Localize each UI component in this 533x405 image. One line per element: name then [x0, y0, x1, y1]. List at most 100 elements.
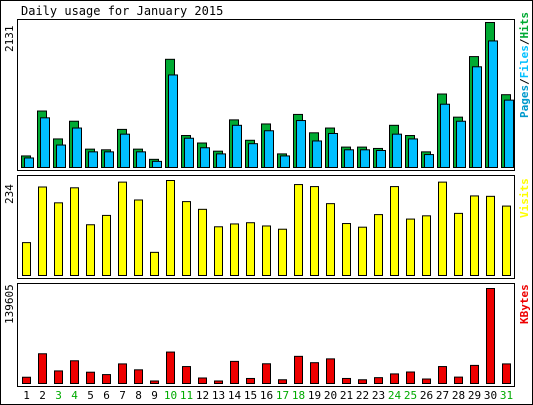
hits-files-pages-bars: [21, 22, 514, 169]
day-label: 2: [39, 389, 46, 402]
day-label: 13: [212, 389, 225, 402]
files-bar: [376, 149, 386, 169]
kbytes-bar: [470, 364, 479, 384]
kbytes-bar: [502, 363, 511, 385]
visits-bar: [182, 201, 191, 276]
visits-bars: [22, 180, 511, 277]
files-bar: [248, 143, 258, 168]
kbytes-bar: [406, 371, 415, 384]
visits-bar: [422, 215, 431, 276]
kbytes-bar: [486, 288, 495, 384]
kbytes-panel-frame: [17, 283, 515, 387]
files-bar: [280, 155, 290, 169]
day-labels: 1 2 3 4 5 6 7 8 9 10 11 12 13 14 15 16 17 18 19 20 21 22 23 24 2…: [23, 389, 513, 402]
day-label: 10: [164, 389, 177, 402]
kbytes-bar: [342, 377, 351, 384]
visits-bar: [358, 226, 367, 276]
visits-bar: [278, 228, 287, 276]
files-bar: [456, 120, 466, 168]
visits-bar: [294, 184, 303, 276]
kbytes-bar: [294, 355, 303, 384]
files-bar: [40, 117, 50, 168]
day-label: 7: [119, 389, 126, 402]
kbytes-bar: [262, 363, 271, 384]
visits-bar: [86, 224, 95, 276]
files-bar: [344, 149, 354, 169]
files-bar: [312, 140, 322, 169]
kbytes-bar: [150, 380, 159, 384]
visits-bar: [502, 205, 511, 276]
files-bar: [488, 40, 498, 169]
visits-bar: [342, 223, 351, 277]
kbytes-bar: [22, 376, 31, 384]
files-bar: [168, 74, 178, 168]
files-bar: [72, 127, 82, 168]
kbytes-bar: [438, 366, 447, 384]
kbytes-bar: [198, 377, 207, 384]
files-bar: [440, 103, 450, 168]
day-label: 23: [372, 389, 385, 402]
files-bar: [88, 151, 98, 168]
visits-bar: [486, 195, 495, 276]
legend-visits: Visits: [518, 178, 531, 218]
day-label: 16: [260, 389, 273, 402]
kbytes-max-label: 139605: [3, 284, 16, 324]
visits-bar: [38, 186, 47, 276]
kbytes-bar: [182, 366, 191, 384]
visits-bar: [214, 226, 223, 277]
files-bar: [200, 147, 210, 169]
visits-bar: [70, 187, 79, 276]
visits-bar: [470, 195, 479, 276]
visits-bar: [390, 186, 399, 276]
files-bar: [392, 133, 402, 168]
files-bar: [264, 130, 274, 168]
hits-panel-frame: [17, 19, 515, 171]
day-label: 4: [71, 389, 78, 402]
chart-title: Daily usage for January 2015: [21, 4, 223, 18]
hits-legend: Pages/Files/Hits: [518, 12, 531, 118]
files-bar: [296, 120, 306, 168]
visits-panel-frame: [17, 175, 515, 279]
files-bar: [24, 157, 34, 168]
visits-bar: [246, 222, 255, 277]
visits-bar: [134, 199, 143, 276]
day-label: 11: [180, 389, 193, 402]
day-label: 18: [292, 389, 305, 402]
kbytes-bar: [230, 360, 239, 385]
day-label: 24: [388, 389, 402, 402]
kbytes-bar: [102, 374, 111, 385]
day-label: 28: [452, 389, 465, 402]
visits-bar: [326, 203, 335, 276]
legend-kbytes: KBytes: [518, 284, 531, 324]
visits-bar: [118, 181, 127, 276]
visits-bar: [198, 208, 207, 276]
files-bar: [120, 133, 130, 168]
files-bar: [104, 151, 114, 168]
files-bar: [504, 99, 514, 168]
day-label: 3: [55, 389, 62, 402]
kbytes-bar: [358, 379, 367, 384]
hits-max-label: 2131: [3, 26, 16, 53]
day-label: 25: [404, 389, 417, 402]
kbytes-bar: [134, 369, 143, 384]
kbytes-bar: [70, 360, 79, 384]
visits-bar: [438, 181, 447, 276]
kbytes-bar: [278, 379, 287, 384]
day-label: 21: [340, 389, 353, 402]
files-bar: [360, 149, 370, 169]
files-bar: [184, 137, 194, 169]
kbytes-bar: [214, 380, 223, 384]
files-bar: [216, 153, 226, 169]
kbytes-bar: [310, 362, 319, 385]
day-label: 5: [87, 389, 94, 402]
svg-text:Pages/Files/Hits: Pages/Files/Hits: [518, 12, 531, 118]
legend-files: Files: [518, 45, 531, 78]
day-label: 17: [276, 389, 289, 402]
day-label: 20: [324, 389, 337, 402]
day-label: 15: [244, 389, 257, 402]
legend-hits: Hits: [518, 12, 531, 39]
kbytes-bar: [86, 371, 95, 385]
files-bar: [152, 160, 162, 168]
day-label: 9: [151, 389, 158, 402]
